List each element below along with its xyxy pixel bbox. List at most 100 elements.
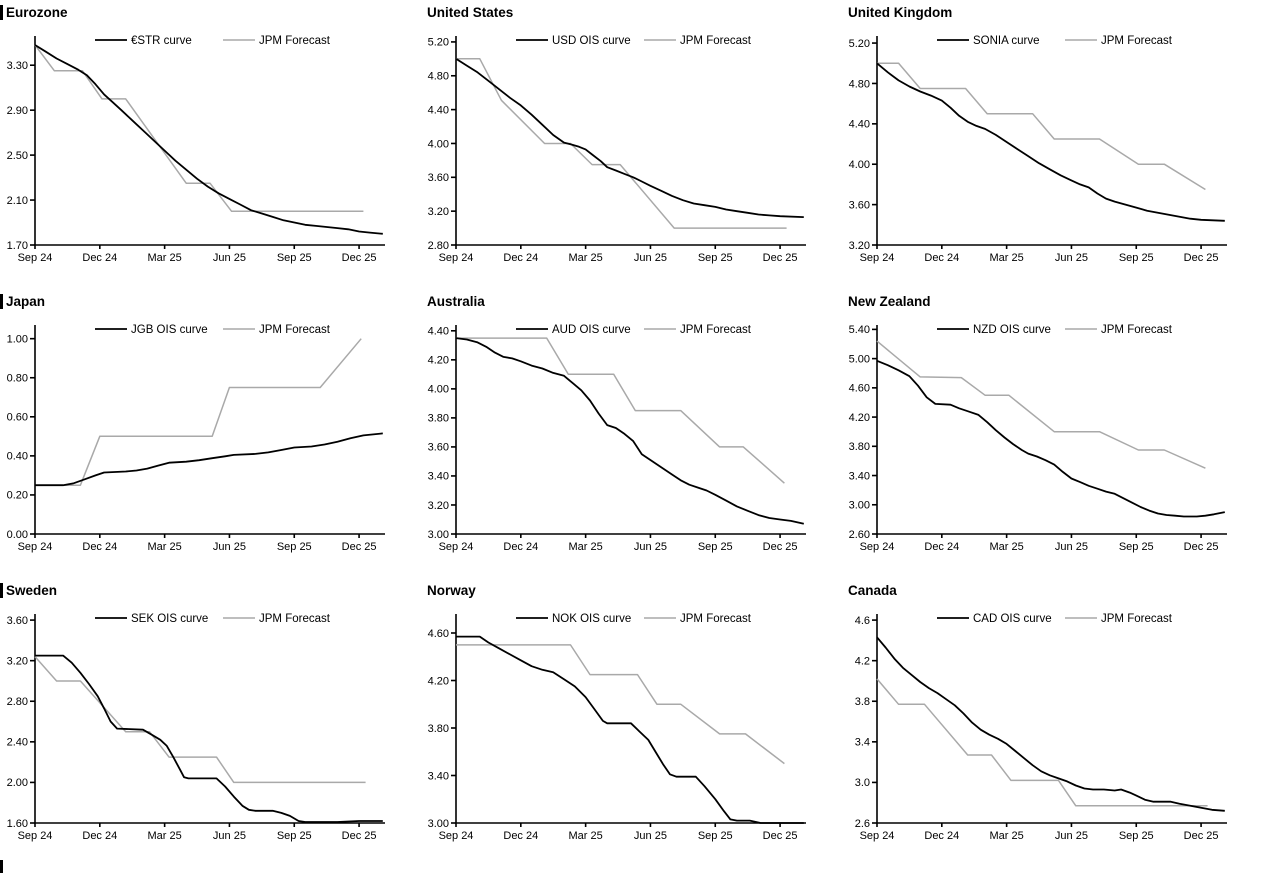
y-tick-label: 3.00 bbox=[428, 818, 449, 830]
chart-cell-sweden: Sweden 1.60 2.00 2.40 2.80 3.20 3.60 Sep 24 Dec… bbox=[0, 578, 421, 868]
chart-title-row: Canada bbox=[842, 578, 1264, 600]
chart-title-row: United Kingdom bbox=[842, 0, 1264, 22]
forecast-line bbox=[34, 44, 364, 213]
x-tick-label: Sep 25 bbox=[1119, 830, 1154, 842]
chart-cell-united-kingdom: United Kingdom 3.20 3.60 4.00 4.40 4.80 5.20 S… bbox=[842, 0, 1264, 289]
legend-curve-label: NOK OIS curve bbox=[552, 613, 631, 625]
x-tick-label: Dec 24 bbox=[82, 541, 117, 553]
y-tick-label: 3.00 bbox=[849, 500, 870, 512]
legend-curve-label: NZD OIS curve bbox=[973, 324, 1051, 336]
y-tick-label: 2.6 bbox=[855, 818, 870, 830]
chart-cell-canada: Canada 2.6 3.0 3.4 3.8 4.2 4.6 Sep 24 Dec 24 Mar… bbox=[842, 578, 1264, 868]
y-tick-label: 0.60 bbox=[7, 412, 28, 424]
legend-forecast-label: JPM Forecast bbox=[259, 324, 331, 336]
y-tick-label: 3.80 bbox=[428, 413, 449, 425]
chart-title: New Zealand bbox=[848, 293, 931, 309]
x-tick-label: Dec 25 bbox=[342, 541, 377, 553]
curve-line bbox=[455, 58, 804, 218]
line-chart-united-states: 2.80 3.20 3.60 4.00 4.40 4.80 5.20 Sep 24 Dec 24… bbox=[428, 35, 806, 264]
x-tick-label: Dec 25 bbox=[763, 830, 798, 842]
x-tick-label: Mar 25 bbox=[990, 252, 1024, 264]
y-tick-label: 2.90 bbox=[7, 105, 28, 117]
curve-line bbox=[35, 654, 383, 823]
legend-forecast-label: JPM Forecast bbox=[259, 35, 331, 47]
curve-line bbox=[456, 635, 804, 824]
chart-cell-united-states: United States 2.80 3.20 3.60 4.00 4.40 4.80 5.… bbox=[421, 0, 842, 289]
forecast-line bbox=[456, 337, 785, 484]
y-tick-label: 3.4 bbox=[855, 737, 870, 749]
x-tick-label: Sep 25 bbox=[1119, 541, 1154, 553]
y-tick-label: 5.20 bbox=[849, 38, 870, 50]
curve-line bbox=[876, 62, 1225, 222]
y-tick-label: 4.20 bbox=[849, 412, 870, 424]
legend-curve-label: USD OIS curve bbox=[552, 35, 631, 47]
legend-forecast-label: JPM Forecast bbox=[1101, 613, 1173, 625]
x-tick-label: Jun 25 bbox=[213, 541, 246, 553]
y-tick-label: 2.80 bbox=[428, 240, 449, 252]
y-tick-label: 4.40 bbox=[849, 119, 870, 131]
x-tick-label: Mar 25 bbox=[148, 541, 182, 553]
line-chart-australia: 3.00 3.20 3.40 3.60 3.80 4.00 4.20 4.40 Sep 24 De… bbox=[428, 324, 806, 553]
y-tick-label: 2.60 bbox=[849, 529, 870, 541]
chart-title-row: Sweden bbox=[0, 578, 421, 600]
line-chart-new-zealand: 2.60 3.00 3.40 3.80 4.20 4.60 5.00 5.40 Sep 24 De… bbox=[849, 324, 1227, 553]
y-tick-label: 3.60 bbox=[428, 442, 449, 454]
y-tick-label: 4.00 bbox=[428, 384, 449, 396]
legend-curve-label: CAD OIS curve bbox=[973, 613, 1052, 625]
x-tick-label: Mar 25 bbox=[569, 541, 603, 553]
y-tick-label: 1.70 bbox=[7, 240, 28, 252]
x-tick-label: Sep 24 bbox=[860, 252, 895, 264]
forecast-line bbox=[456, 58, 787, 229]
y-tick-label: 2.40 bbox=[7, 737, 28, 749]
curve-line bbox=[876, 359, 1225, 518]
legend-forecast-label: JPM Forecast bbox=[680, 613, 752, 625]
x-tick-label: Dec 24 bbox=[924, 541, 959, 553]
y-tick-label: 0.40 bbox=[7, 451, 28, 463]
x-tick-label: Jun 25 bbox=[213, 830, 246, 842]
x-tick-label: Dec 24 bbox=[82, 252, 117, 264]
chart-title-row: Eurozone bbox=[0, 0, 421, 22]
chart-cell-eurozone: Eurozone 1.70 2.10 2.50 2.90 3.30 Sep 24 Dec 2… bbox=[0, 0, 421, 289]
y-tick-label: 4.40 bbox=[428, 326, 449, 338]
legend-curve-label: €STR curve bbox=[131, 35, 192, 47]
chart-title: United Kingdom bbox=[848, 4, 953, 20]
y-tick-label: 4.6 bbox=[855, 615, 870, 627]
chart-title-row: Norway bbox=[421, 578, 842, 600]
y-tick-label: 0.00 bbox=[7, 529, 28, 541]
x-tick-label: Mar 25 bbox=[569, 830, 603, 842]
x-tick-label: Sep 25 bbox=[698, 830, 733, 842]
legend-curve-label: SONIA curve bbox=[973, 35, 1039, 47]
y-tick-label: 2.80 bbox=[7, 696, 28, 708]
y-tick-label: 1.60 bbox=[7, 818, 28, 830]
x-tick-label: Jun 25 bbox=[1055, 252, 1088, 264]
legend-forecast-label: JPM Forecast bbox=[1101, 324, 1173, 336]
x-tick-label: Sep 24 bbox=[439, 830, 474, 842]
y-tick-label: 4.40 bbox=[428, 104, 449, 116]
chart-cell-new-zealand: New Zealand 2.60 3.00 3.40 3.80 4.20 4.60 5.00… bbox=[842, 289, 1264, 578]
x-tick-label: Dec 25 bbox=[1184, 252, 1219, 264]
line-chart-norway: 3.00 3.40 3.80 4.20 4.60 Sep 24 Dec 24 Mar 25 Ju… bbox=[428, 613, 806, 842]
forecast-line bbox=[34, 656, 366, 784]
y-tick-label: 2.50 bbox=[7, 150, 28, 162]
y-tick-label: 4.2 bbox=[855, 655, 870, 667]
x-tick-label: Mar 25 bbox=[569, 252, 603, 264]
y-tick-label: 3.60 bbox=[428, 172, 449, 184]
x-tick-label: Mar 25 bbox=[148, 252, 182, 264]
x-tick-label: Jun 25 bbox=[634, 252, 667, 264]
y-tick-label: 2.10 bbox=[7, 195, 28, 207]
line-chart-japan: 0.00 0.20 0.40 0.60 0.80 1.00 Sep 24 Dec 24 Mar … bbox=[7, 324, 385, 553]
y-tick-label: 1.00 bbox=[7, 333, 28, 345]
x-tick-label: Dec 24 bbox=[503, 830, 538, 842]
forecast-line bbox=[35, 338, 362, 486]
curve-line bbox=[34, 44, 383, 235]
x-tick-label: Dec 25 bbox=[763, 541, 798, 553]
y-tick-label: 2.00 bbox=[7, 777, 28, 789]
x-tick-label: Jun 25 bbox=[1055, 541, 1088, 553]
x-tick-label: Dec 25 bbox=[1184, 830, 1219, 842]
y-tick-label: 5.20 bbox=[428, 37, 449, 49]
section-marker-bar bbox=[0, 4, 3, 20]
x-tick-label: Mar 25 bbox=[148, 830, 182, 842]
x-tick-label: Dec 24 bbox=[503, 252, 538, 264]
x-tick-label: Sep 24 bbox=[860, 830, 895, 842]
y-tick-label: 4.20 bbox=[428, 675, 449, 687]
